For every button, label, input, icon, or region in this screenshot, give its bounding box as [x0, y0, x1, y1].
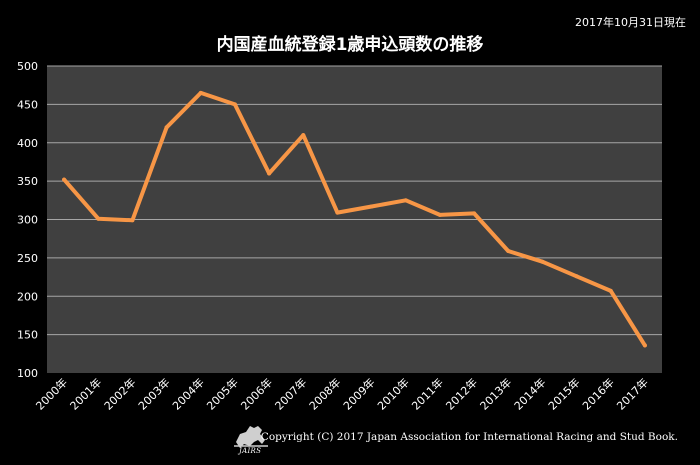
data-point — [437, 212, 442, 217]
y-tick-label: 350 — [17, 175, 38, 188]
y-tick-label: 400 — [17, 137, 38, 150]
x-tick-label: 2007年 — [272, 375, 309, 412]
data-point — [198, 90, 203, 95]
data-point — [540, 259, 545, 264]
chart-title: 内国産血統登録1歳申込頭数の推移 — [216, 35, 484, 55]
jairs-horse-logo — [234, 426, 268, 448]
y-tick-label: 250 — [17, 252, 38, 265]
x-tick-label: 2012年 — [443, 375, 480, 412]
data-point — [96, 216, 101, 221]
data-point — [232, 102, 237, 107]
data-point — [608, 288, 613, 293]
x-tick-label: 2017年 — [614, 375, 651, 412]
gridlines — [47, 65, 662, 336]
x-tick-label: 2009年 — [340, 375, 377, 412]
y-tick-label: 100 — [17, 367, 38, 380]
x-tick-label: 2014年 — [511, 375, 548, 412]
as-of-date: 2017年10月31日現在 — [575, 16, 686, 29]
x-tick-label: 2013年 — [477, 375, 514, 412]
data-point — [506, 248, 511, 253]
data-point — [472, 211, 477, 216]
data-point — [130, 218, 135, 223]
jairs-logo-text: JAIRS — [239, 447, 262, 455]
x-tick-label: 2000年 — [33, 375, 70, 412]
data-point — [164, 125, 169, 130]
data-point — [642, 343, 647, 348]
series-line — [62, 90, 647, 348]
data-point — [574, 274, 579, 279]
x-tick-label: 2002年 — [101, 375, 138, 412]
copyright-text: Copyright (C) 2017 Japan Association for… — [260, 431, 678, 443]
x-tick-label: 2015年 — [545, 375, 582, 412]
x-tick-label: 2005年 — [204, 375, 241, 412]
x-tick-label: 2010年 — [374, 375, 411, 412]
x-axis: 2000年2001年2002年2003年2004年2005年2006年2007年… — [33, 375, 651, 412]
y-tick-label: 500 — [17, 60, 38, 73]
x-tick-label: 2001年 — [67, 375, 104, 412]
y-tick-label: 200 — [17, 290, 38, 303]
data-point — [301, 133, 306, 138]
x-tick-label: 2016年 — [579, 375, 616, 412]
y-axis: 100 150 200 250 300 350 400 450 500 — [17, 60, 38, 380]
series-layer — [62, 90, 647, 348]
y-tick-label: 150 — [17, 329, 38, 342]
y-tick-label: 450 — [17, 98, 38, 111]
x-tick-label: 2004年 — [169, 375, 206, 412]
y-tick-label: 300 — [17, 214, 38, 227]
x-tick-label: 2011年 — [409, 375, 446, 412]
x-tick-label: 2003年 — [135, 375, 172, 412]
data-point — [62, 177, 67, 182]
data-point — [335, 210, 340, 215]
x-tick-label: 2008年 — [306, 375, 343, 412]
x-tick-label: 2006年 — [238, 375, 275, 412]
data-point — [369, 204, 374, 209]
data-point — [267, 171, 272, 176]
data-point — [403, 198, 408, 203]
